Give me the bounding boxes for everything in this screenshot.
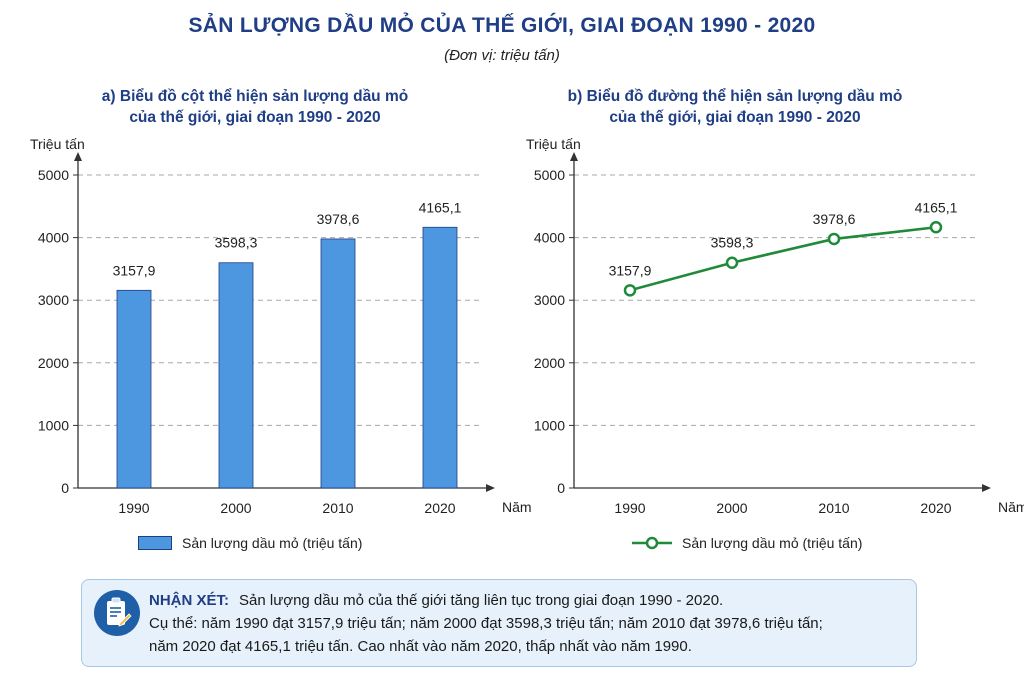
line-chart-data-label: 3978,6 [813,211,856,227]
bar-chart-x-tick-label: 2010 [322,500,353,516]
page-title: SẢN LƯỢNG DẦU MỎ CỦA THẾ GIỚI, GIAI ĐOẠN… [188,14,816,37]
comment-line-1: NHẬN XÉT: Sản lượng dầu mỏ của thế giới t… [149,589,909,612]
bar-chart-title-line1: a) Biểu đồ cột thể hiện sản lượng dầu mỏ [101,88,409,105]
comment-line-2: Cụ thể: năm 1990 đạt 3157,9 triệu tấn; n… [149,615,823,632]
comment-text: NHẬN XÉT: Sản lượng dầu mỏ của thế giới t… [149,589,909,658]
line-chart-y-tick-label: 4000 [534,230,565,246]
line-chart-x-tick-label: 2010 [818,500,849,516]
bar-chart-data-label: 4165,1 [419,199,462,215]
bar-chart-y-tick-label: 5000 [38,167,69,183]
line-chart-legend: Sản lượng dầu mỏ (triệu tấn) [632,535,862,551]
line-chart-data-label: 4165,1 [915,199,958,215]
bar-chart-y-tick-label: 4000 [38,230,69,246]
bar-chart-x-axis-arrow [486,484,495,492]
clipboard-pen-icon [94,590,140,636]
line-chart-x-tick-label: 2020 [920,500,951,516]
bar-chart-bar [320,238,356,489]
bar-chart-y-tick-label: 2000 [38,355,69,371]
line-chart-x-axis-arrow [982,484,991,492]
line-chart-point [827,232,841,246]
line-chart-y-axis-arrow [570,152,578,161]
line-chart-y-tick-label: 2000 [534,355,565,371]
bar-chart-y-tick-label: 3000 [38,292,69,308]
line-chart-title-line2: của thế giới, giai đoạn 1990 - 2020 [609,109,861,126]
bar-chart-data-label: 3157,9 [113,262,156,278]
bar-legend-label: Sản lượng dầu mỏ (triệu tấn) [182,535,363,551]
unit-caption: (Đơn vị: triệu tấn) [444,47,560,64]
line-chart-title-line1: b) Biểu đồ đường thể hiện sản lượng dầu … [567,88,903,105]
bar-chart-y-axis-arrow [74,152,82,161]
line-chart-title: b) Biểu đồ đường thể hiện sản lượng dầu … [525,86,945,128]
bar-chart-title: a) Biểu đồ cột thể hiện sản lượng dầu mỏ… [45,86,465,128]
line-chart-x-tick-label: 1990 [614,500,645,516]
line-chart-y-axis-label: Triệu tấn [526,136,581,152]
line-chart-x-axis-label: Năm [998,499,1024,515]
line-chart-data-label: 3157,9 [609,262,652,278]
bar-chart-legend: Sản lượng dầu mỏ (triệu tấn) [138,535,362,551]
line-chart-y-tick-label: 5000 [534,167,565,183]
bar-chart-y-axis-label: Triệu tấn [30,136,85,152]
bar-chart-data-label: 3598,3 [215,235,258,251]
comment-sentence-1: Sản lượng dầu mỏ của thế giới tăng liên … [239,592,724,609]
comment-label: NHẬN XÉT: [149,592,230,609]
bar-chart-data-label: 3978,6 [317,211,360,227]
bar-chart-bar [116,289,152,489]
bar-legend-swatch [138,536,172,550]
bar-chart-bar [218,262,254,489]
line-chart-y-tick-label: 0 [557,480,565,496]
line-chart-point [623,284,637,297]
bar-chart-title-line2: của thế giới, giai đoạn 1990 - 2020 [129,109,381,126]
line-chart-series-line [629,225,937,292]
line-chart-x-tick-label: 2000 [716,500,747,516]
bar-chart-x-axis-label: Năm [502,499,532,515]
line-chart-y-tick-label: 1000 [534,417,565,433]
line-chart-point [929,221,943,234]
line-chart-data-label: 3598,3 [711,235,754,251]
line-chart-y-tick-label: 3000 [534,292,565,308]
line-legend-label: Sản lượng dầu mỏ (triệu tấn) [682,535,863,551]
bar-chart-x-tick-label: 2000 [220,500,251,516]
line-legend-swatch [632,536,672,550]
line-chart-point [725,256,739,269]
bar-chart-x-tick-label: 1990 [118,500,149,516]
comment-box: NHẬN XÉT: Sản lượng dầu mỏ của thế giới t… [81,579,917,667]
bar-chart-y-tick-label: 1000 [38,417,69,433]
bar-chart-bar [422,226,458,489]
bar-chart-y-tick-label: 0 [61,480,69,496]
bar-chart-x-tick-label: 2020 [424,500,455,516]
comment-line-3: năm 2020 đạt 4165,1 triệu tấn. Cao nhất … [149,638,692,655]
